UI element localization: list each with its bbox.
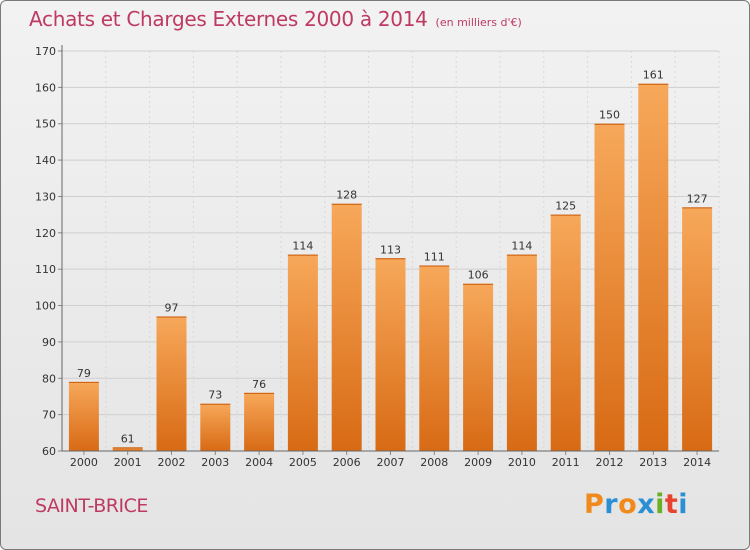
data-label-2002: 97: [165, 301, 179, 314]
x-tick-label: 2008: [420, 456, 448, 469]
y-tick-label: 150: [35, 118, 56, 131]
data-label-2010: 114: [511, 240, 532, 253]
data-label-2001: 61: [121, 432, 135, 445]
bars-layer: 79 61 97 73 76 114 128 113 111 106 114 125 150 161 127: [68, 69, 713, 452]
data-label-2011: 125: [555, 200, 576, 213]
data-label-2005: 114: [292, 240, 313, 253]
y-tick-label: 160: [35, 81, 56, 94]
data-label-2004: 76: [252, 378, 266, 391]
y-tick-label: 120: [35, 227, 56, 240]
x-tick-label: 2011: [552, 456, 580, 469]
x-tick-label: 2004: [245, 456, 273, 469]
data-label-2003: 73: [208, 389, 222, 402]
bar-2007: [375, 258, 406, 451]
y-tick-label: 90: [42, 336, 56, 349]
y-tick-label: 80: [42, 372, 56, 385]
x-tick-label: 2006: [333, 456, 361, 469]
bar-2006: [331, 203, 362, 451]
x-tick-label: 2007: [377, 456, 405, 469]
y-tick-label: 130: [35, 190, 56, 203]
bar-2013: [638, 83, 669, 452]
data-label-2006: 128: [336, 189, 357, 202]
bar-2002: [156, 316, 187, 451]
proxiti-logo: Proxiti: [584, 489, 688, 520]
x-tick-label: 2014: [683, 456, 711, 469]
bar-2003: [200, 403, 231, 451]
logo-letter: x: [637, 489, 656, 520]
y-tick-label: 100: [35, 300, 56, 313]
x-tick-label: 2013: [639, 456, 667, 469]
x-tick-label: 2012: [596, 456, 624, 469]
chart-title: Achats et Charges Externes 2000 à 2014 (e…: [29, 7, 522, 31]
bar-2009: [463, 283, 494, 451]
chart-title-text: Achats et Charges Externes 2000 à 2014: [29, 7, 428, 31]
bar-2005: [287, 254, 318, 451]
x-tick-label: 2009: [464, 456, 492, 469]
logo-letter: t: [664, 489, 679, 520]
logo-letter: o: [618, 489, 638, 520]
bar-2010: [506, 254, 537, 451]
x-tick-label: 2005: [289, 456, 317, 469]
logo-letter: i: [678, 489, 689, 520]
data-label-2007: 113: [380, 243, 401, 256]
data-label-2014: 127: [687, 192, 708, 205]
bar-2000: [68, 381, 99, 451]
x-tick-label: 2010: [508, 456, 536, 469]
logo-letter: P: [584, 489, 605, 520]
x-tick-label: 2000: [70, 456, 98, 469]
bar-2012: [594, 123, 625, 452]
bar-2004: [244, 392, 275, 451]
bar-2014: [682, 207, 713, 451]
bar-2011: [550, 214, 581, 451]
y-tick-label: 60: [42, 445, 56, 458]
y-tick-label: 110: [35, 263, 56, 276]
logo-letter: r: [604, 489, 619, 520]
y-tick-label: 170: [35, 45, 56, 58]
chart-subtitle: (en milliers d'€): [435, 16, 522, 29]
y-tick-label: 70: [42, 409, 56, 422]
y-tick-label: 140: [35, 154, 56, 167]
x-tick-label: 2001: [114, 456, 142, 469]
x-tick-label: 2003: [201, 456, 229, 469]
x-tick-label: 2002: [158, 456, 186, 469]
data-label-2000: 79: [77, 367, 91, 380]
data-label-2008: 111: [424, 251, 445, 264]
data-label-2013: 161: [643, 69, 664, 82]
bar-2008: [419, 265, 450, 451]
data-label-2009: 106: [468, 269, 489, 282]
logo-letter: i: [655, 489, 665, 520]
axis-layer: 60 70 80 90 100 110 120 130 140 150 160 170 2000 2001…: [35, 45, 719, 469]
city-name: SAINT-BRICE: [35, 495, 148, 517]
data-label-2012: 150: [599, 109, 620, 122]
bar-2001: [112, 447, 143, 451]
